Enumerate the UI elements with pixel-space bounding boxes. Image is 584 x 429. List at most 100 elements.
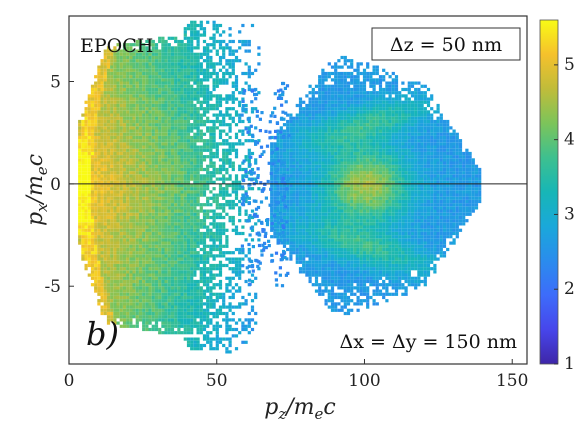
density-cell xyxy=(148,292,152,296)
density-cell xyxy=(302,206,306,210)
density-cell xyxy=(148,151,152,156)
density-cell xyxy=(196,55,200,60)
density-cell xyxy=(215,62,219,66)
density-cell xyxy=(84,148,88,152)
density-cell xyxy=(106,263,111,268)
density-cell xyxy=(103,241,107,245)
density-cell xyxy=(308,100,312,104)
density-cell xyxy=(122,315,127,319)
density-cell xyxy=(228,267,232,271)
density-cell xyxy=(292,177,296,181)
density-cell xyxy=(138,139,143,143)
density-cell xyxy=(138,135,143,140)
density-cell xyxy=(279,151,283,156)
density-cell xyxy=(100,231,104,236)
density-cell xyxy=(87,113,91,117)
density-cell xyxy=(308,209,312,213)
density-cell xyxy=(180,129,184,133)
density-cell xyxy=(212,20,216,24)
density-cell xyxy=(135,228,139,232)
density-cell xyxy=(132,113,136,117)
density-cell xyxy=(164,199,168,204)
density-cell xyxy=(164,206,168,210)
density-cell xyxy=(324,273,328,277)
density-cell xyxy=(138,71,143,76)
density-cell xyxy=(308,238,312,242)
density-cell xyxy=(324,158,328,162)
density-cell xyxy=(193,219,197,223)
density-cell xyxy=(135,91,139,95)
density-cell xyxy=(167,94,171,98)
density-cell xyxy=(116,263,120,268)
density-cell xyxy=(311,212,315,216)
density-cell xyxy=(142,286,146,290)
density-cell xyxy=(100,219,104,223)
density-cell xyxy=(122,209,127,213)
density-cell xyxy=(129,257,133,261)
density-cell xyxy=(129,302,133,306)
density-cell xyxy=(170,151,175,156)
density-cell xyxy=(167,295,171,300)
density-cell xyxy=(196,23,200,28)
density-cell xyxy=(302,270,306,274)
density-cell xyxy=(116,135,120,140)
density-cell xyxy=(218,158,223,162)
density-cell xyxy=(222,343,226,348)
density-cell xyxy=(158,308,162,312)
density-cell xyxy=(318,193,322,197)
density-cell xyxy=(106,46,111,50)
density-cell xyxy=(119,151,123,156)
density-cell xyxy=(161,126,165,130)
density-cell xyxy=(126,283,130,287)
density-cell xyxy=(193,260,197,264)
density-cell xyxy=(145,68,149,72)
density-cell xyxy=(119,65,123,69)
density-cell xyxy=(302,196,306,200)
density-cell xyxy=(81,174,85,178)
density-cell xyxy=(302,183,306,188)
density-cell xyxy=(87,190,91,194)
density-cell xyxy=(158,199,162,204)
density-cell xyxy=(148,103,152,108)
density-cell xyxy=(302,116,306,120)
density-cell xyxy=(321,267,325,271)
density-cell xyxy=(100,225,104,229)
density-cell xyxy=(158,318,162,322)
density-cell xyxy=(158,81,162,85)
density-cell xyxy=(129,46,133,50)
density-cell xyxy=(170,270,175,274)
density-cell xyxy=(286,235,290,239)
density-cell xyxy=(206,84,210,88)
density-cell xyxy=(196,116,200,120)
density-cell xyxy=(161,231,165,236)
density-cell xyxy=(164,228,168,232)
density-cell xyxy=(132,225,136,229)
density-cell xyxy=(279,238,283,242)
density-cell xyxy=(90,119,95,124)
density-cell xyxy=(132,244,136,248)
density-cell xyxy=(241,295,245,300)
density-cell xyxy=(222,49,226,53)
density-cell xyxy=(100,100,104,104)
density-cell xyxy=(206,71,210,76)
density-cell xyxy=(215,337,219,341)
density-cell xyxy=(100,209,104,213)
density-cell xyxy=(126,311,130,316)
density-cell xyxy=(142,311,146,316)
density-cell xyxy=(116,279,120,284)
density-cell xyxy=(199,279,203,284)
density-cell xyxy=(164,145,168,149)
density-cell xyxy=(225,305,229,309)
density-cell xyxy=(218,187,223,191)
density-cell xyxy=(180,260,184,264)
density-cell xyxy=(190,68,194,72)
density-cell xyxy=(170,148,175,152)
density-cell xyxy=(314,273,319,277)
density-cell xyxy=(167,145,171,149)
density-cell xyxy=(298,145,303,149)
density-cell xyxy=(202,203,207,207)
density-cell xyxy=(314,276,319,280)
density-cell xyxy=(241,97,245,101)
density-cell xyxy=(126,126,130,130)
density-cell xyxy=(170,97,175,101)
